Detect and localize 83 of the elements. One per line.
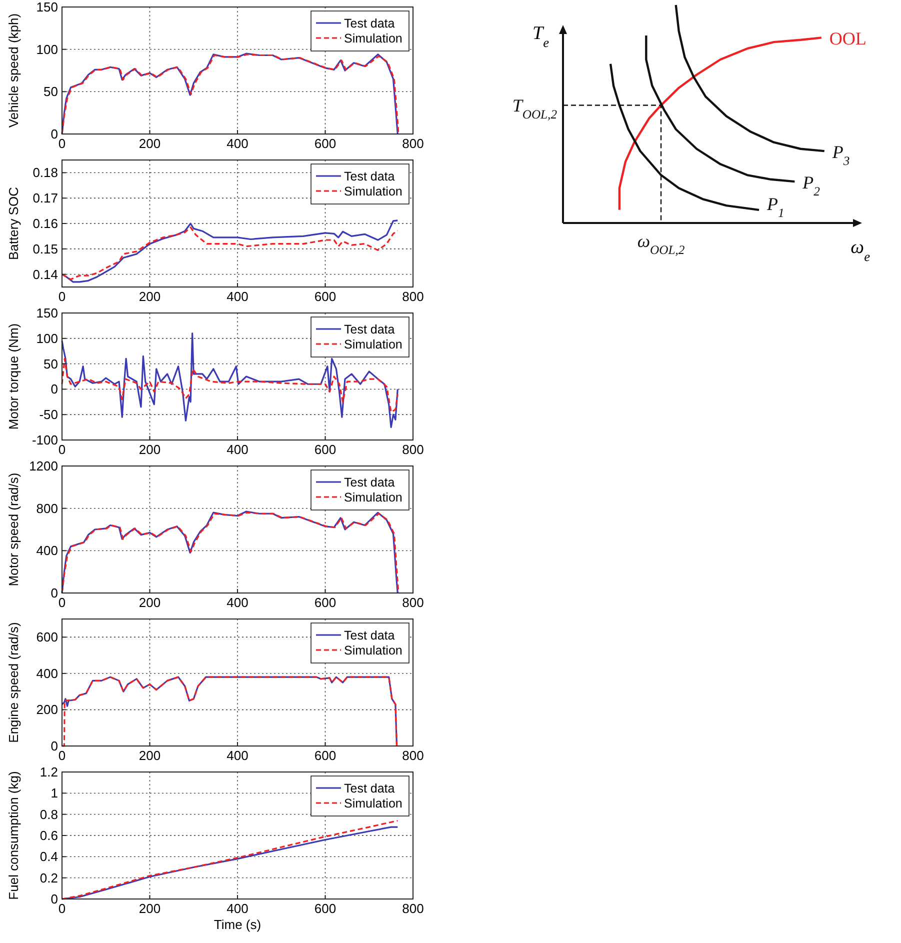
x-tick-label: 400	[226, 442, 248, 457]
y-tick-label: 1200	[29, 458, 58, 474]
y-tick-label: 0	[50, 738, 58, 754]
legend-label: Test data	[344, 476, 395, 490]
y-tick-label: 0	[50, 892, 58, 906]
legend-label: Simulation	[344, 32, 402, 46]
text: T$_{OOL,2}$	[512, 95, 558, 122]
x-tick-label: 400	[226, 595, 248, 610]
y-tick-label: 0.8	[40, 806, 58, 822]
y-tick-label: 400	[36, 666, 58, 681]
x-tick-label: 800	[402, 136, 424, 151]
legend-label: Test data	[344, 782, 395, 796]
y-tick-label: -100	[32, 432, 58, 448]
legend-label: Test data	[344, 628, 395, 642]
y-tick-label: 100	[36, 42, 58, 57]
x-tick-label: 600	[314, 289, 336, 304]
x-tick-label: 200	[138, 748, 161, 763]
x-axis-title: Time (s)	[214, 917, 262, 932]
text: T$_{e}$	[532, 23, 550, 50]
x-tick-label: 600	[314, 748, 336, 763]
text: ω$_{e}$	[850, 237, 870, 264]
text: P$_{1}$	[766, 194, 784, 220]
x-tick-label: 800	[402, 901, 424, 916]
x-tick-label: 800	[402, 442, 424, 457]
x-tick-label: 200	[138, 595, 161, 610]
y-tick-label: 800	[36, 500, 58, 516]
x-tick-label: 600	[314, 136, 336, 151]
x-tick-label: 200	[138, 901, 161, 916]
text: P$_{3}$	[831, 142, 850, 168]
x-tick-label: 200	[138, 136, 161, 151]
legend-label: Simulation	[344, 184, 402, 198]
y-axis-title: Fuel consumption (kg)	[6, 771, 21, 900]
x-tick-label: 400	[226, 748, 248, 763]
text: P$_{2}$	[802, 172, 821, 199]
y-tick-label: 0	[50, 382, 58, 397]
y-axis-title: Battery SOC	[6, 187, 21, 260]
y-tick-label: 1.2	[40, 764, 58, 780]
legend-label: Simulation	[344, 644, 402, 658]
x-tick-label: 200	[138, 289, 161, 304]
y-tick-label: 200	[36, 702, 58, 718]
y-axis-title: Vehicle speed (kph)	[6, 13, 21, 128]
x-tick-label: 600	[314, 901, 336, 916]
y-tick-label: 50	[44, 84, 58, 100]
y-tick-label: 0.17	[32, 190, 58, 206]
line-series	[61, 358, 398, 413]
x-tick-label: 600	[314, 442, 336, 457]
y-axis-title: Engine speed (rad/s)	[6, 622, 21, 743]
y-axis-title: Motor torque (Nm)	[6, 323, 21, 430]
x-tick-label: 800	[402, 595, 424, 610]
y-tick-label: 0.15	[32, 241, 58, 256]
y-tick-label: 0.6	[40, 828, 58, 843]
legend-label: Test data	[344, 170, 395, 184]
legend-label: Test data	[344, 16, 395, 30]
y-tick-label: 150	[36, 0, 58, 14]
line-series	[61, 676, 398, 747]
y-tick-label: 100	[36, 330, 58, 346]
y-tick-label: 0.18	[32, 165, 58, 180]
y-axis-title: Motor speed (rad/s)	[6, 472, 21, 586]
y-tick-label: 0	[50, 126, 58, 142]
legend-label: Simulation	[344, 796, 402, 810]
legend-label: Simulation	[344, 490, 402, 504]
y-tick-label: 1	[50, 786, 58, 801]
text: ω$_{OOL,2}$	[637, 231, 686, 257]
x-tick-label: 400	[226, 136, 248, 151]
x-tick-label: 800	[402, 289, 424, 304]
x-tick-label: 800	[402, 748, 424, 763]
x-tick-label: 600	[314, 595, 336, 610]
x-tick-label: 200	[138, 442, 161, 457]
y-tick-label: 0.14	[32, 266, 58, 282]
y-tick-label: 50	[44, 356, 58, 372]
y-tick-label: -50	[39, 407, 58, 422]
y-tick-label: 150	[36, 306, 58, 320]
x-tick-label: 400	[226, 901, 248, 916]
y-tick-label: 0.2	[40, 870, 58, 886]
text: OOL	[829, 28, 866, 49]
y-tick-label: 0.16	[32, 216, 58, 231]
x-tick-label: 400	[226, 289, 248, 304]
y-tick-label: 600	[36, 630, 58, 645]
y-tick-label: 0	[50, 586, 58, 600]
y-tick-label: 0.4	[40, 849, 58, 864]
legend-label: Simulation	[344, 338, 402, 352]
y-tick-label: 400	[36, 543, 58, 558]
legend-label: Test data	[344, 322, 395, 336]
